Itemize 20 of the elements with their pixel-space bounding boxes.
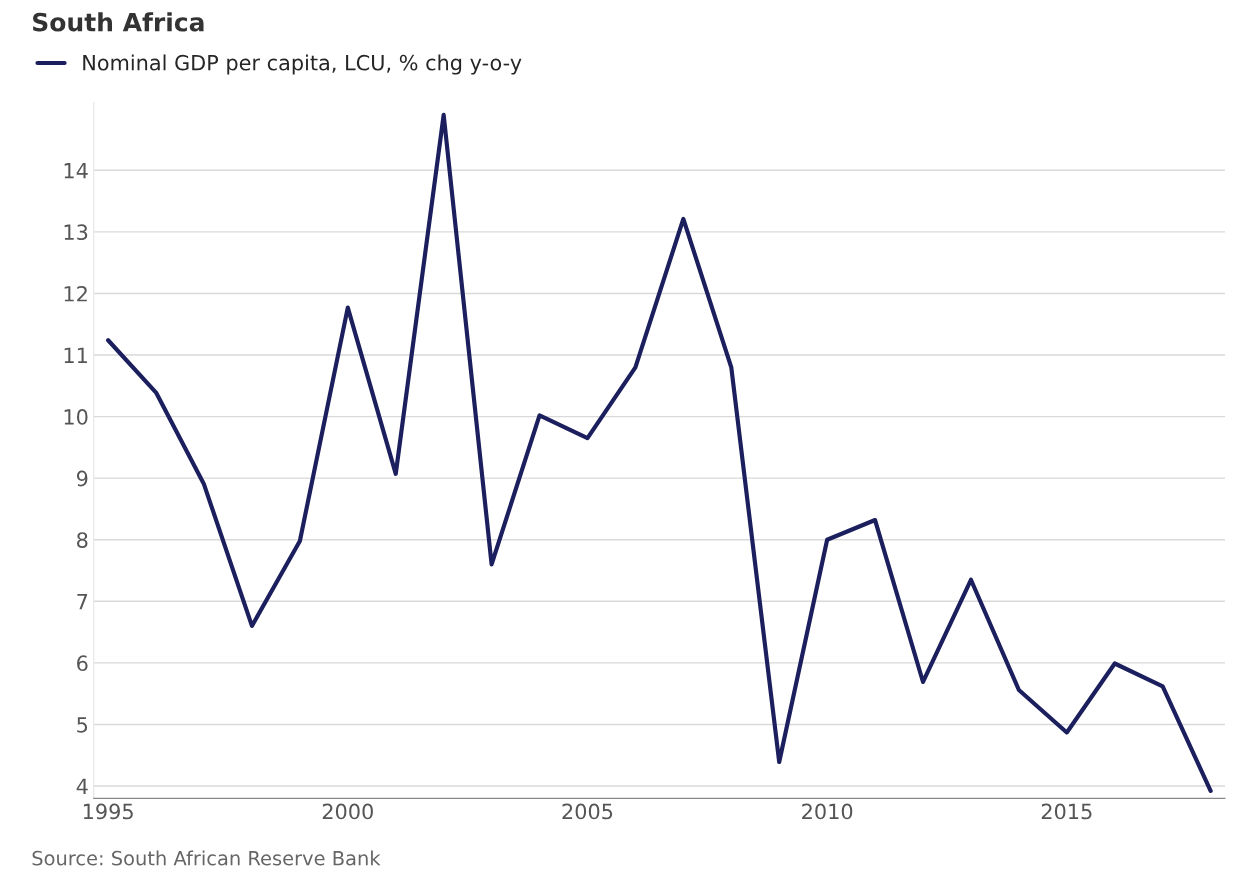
y-tick-label: 11 — [64, 347, 87, 363]
legend-label: Nominal GDP per capita, LCU, % chg y-o-y — [83, 54, 522, 75]
x-tick-label: 2005 — [562, 803, 613, 820]
x-tick-label: 2015 — [1041, 803, 1092, 820]
y-tick-label: 5 — [77, 717, 88, 733]
y-tick-label: 12 — [64, 285, 87, 302]
x-tick-label: 1995 — [83, 803, 133, 820]
y-tick-label: 8 — [77, 532, 88, 548]
source-note: Source: South African Reserve Bank — [32, 850, 381, 866]
line-series — [106, 112, 1213, 794]
y-tick-label: 6 — [77, 655, 88, 672]
y-tick-label: 9 — [76, 470, 88, 487]
x-tick-label: 2000 — [322, 803, 373, 820]
y-tick-label: 10 — [64, 409, 88, 425]
chart-title: South Africa — [33, 12, 204, 32]
y-tick-label: 13 — [64, 224, 88, 241]
y-tick-label: 4 — [76, 778, 88, 794]
y-tick-label: 14 — [64, 163, 88, 179]
y-tick-label: 7 — [77, 594, 88, 610]
x-tick-label: 2010 — [802, 803, 853, 820]
